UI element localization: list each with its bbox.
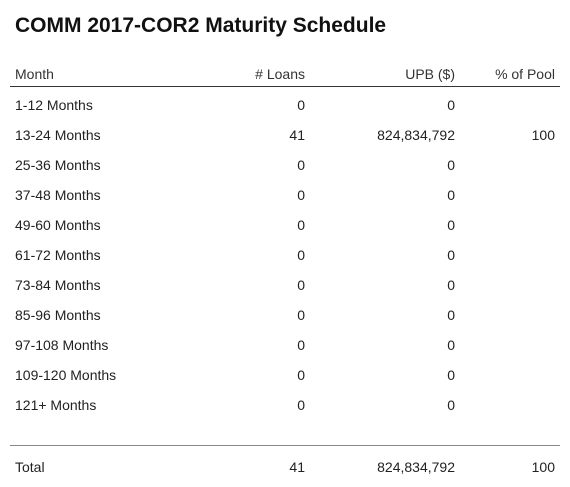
column-header-loans: # Loans: [255, 66, 305, 82]
total-pool: 100: [531, 459, 555, 475]
upb-cell: 0: [447, 397, 455, 413]
month-cell: 13-24 Months: [15, 127, 101, 143]
table-row: 61-72 Months 0 0: [10, 240, 560, 270]
loans-cell: 0: [297, 367, 305, 383]
table-row: 121+ Months 0 0: [10, 390, 560, 420]
upb-cell: 0: [447, 97, 455, 113]
upb-cell: 0: [447, 367, 455, 383]
total-label: Total: [15, 459, 45, 475]
upb-cell: 0: [447, 217, 455, 233]
month-cell: 73-84 Months: [15, 277, 101, 293]
total-divider: [10, 445, 560, 446]
upb-cell: 0: [447, 307, 455, 323]
month-cell: 85-96 Months: [15, 307, 101, 323]
loans-cell: 0: [297, 97, 305, 113]
table-row: 97-108 Months 0 0: [10, 330, 560, 360]
loans-cell: 0: [297, 247, 305, 263]
total-loans: 41: [289, 459, 305, 475]
column-header-month: Month: [15, 66, 54, 82]
month-cell: 109-120 Months: [15, 367, 117, 383]
table-row: 37-48 Months 0 0: [10, 180, 560, 210]
table-row: 73-84 Months 0 0: [10, 270, 560, 300]
upb-cell: 0: [447, 157, 455, 173]
loans-cell: 0: [297, 217, 305, 233]
pool-cell: 100: [531, 127, 555, 143]
table-body: 1-12 Months 0 0 13-24 Months 41 824,834,…: [10, 87, 560, 420]
table-row: 25-36 Months 0 0: [10, 150, 560, 180]
upb-cell: 824,834,792: [377, 127, 455, 143]
table-row: 13-24 Months 41 824,834,792 100: [10, 120, 560, 150]
loans-cell: 41: [289, 127, 305, 143]
column-header-upb: UPB ($): [405, 66, 455, 82]
loans-cell: 0: [297, 277, 305, 293]
loans-cell: 0: [297, 157, 305, 173]
table-header: Month # Loans UPB ($) % of Pool: [10, 60, 560, 87]
upb-cell: 0: [447, 277, 455, 293]
upb-cell: 0: [447, 187, 455, 203]
maturity-table: Month # Loans UPB ($) % of Pool 1-12 Mon…: [10, 60, 560, 420]
column-header-pool: % of Pool: [495, 66, 555, 82]
upb-cell: 0: [447, 337, 455, 353]
month-cell: 49-60 Months: [15, 217, 101, 233]
month-cell: 97-108 Months: [15, 337, 109, 353]
table-row: 49-60 Months 0 0: [10, 210, 560, 240]
month-cell: 121+ Months: [15, 397, 97, 413]
page-title: COMM 2017-COR2 Maturity Schedule: [15, 14, 387, 37]
loans-cell: 0: [297, 397, 305, 413]
loans-cell: 0: [297, 187, 305, 203]
table-row: 1-12 Months 0 0: [10, 90, 560, 120]
table-row: 85-96 Months 0 0: [10, 300, 560, 330]
upb-cell: 0: [447, 247, 455, 263]
loans-cell: 0: [297, 307, 305, 323]
total-row: Total 41 824,834,792 100: [10, 452, 560, 482]
loans-cell: 0: [297, 337, 305, 353]
month-cell: 61-72 Months: [15, 247, 101, 263]
month-cell: 37-48 Months: [15, 187, 101, 203]
month-cell: 1-12 Months: [15, 97, 93, 113]
total-upb: 824,834,792: [377, 459, 455, 475]
table-row: 109-120 Months 0 0: [10, 360, 560, 390]
month-cell: 25-36 Months: [15, 157, 101, 173]
